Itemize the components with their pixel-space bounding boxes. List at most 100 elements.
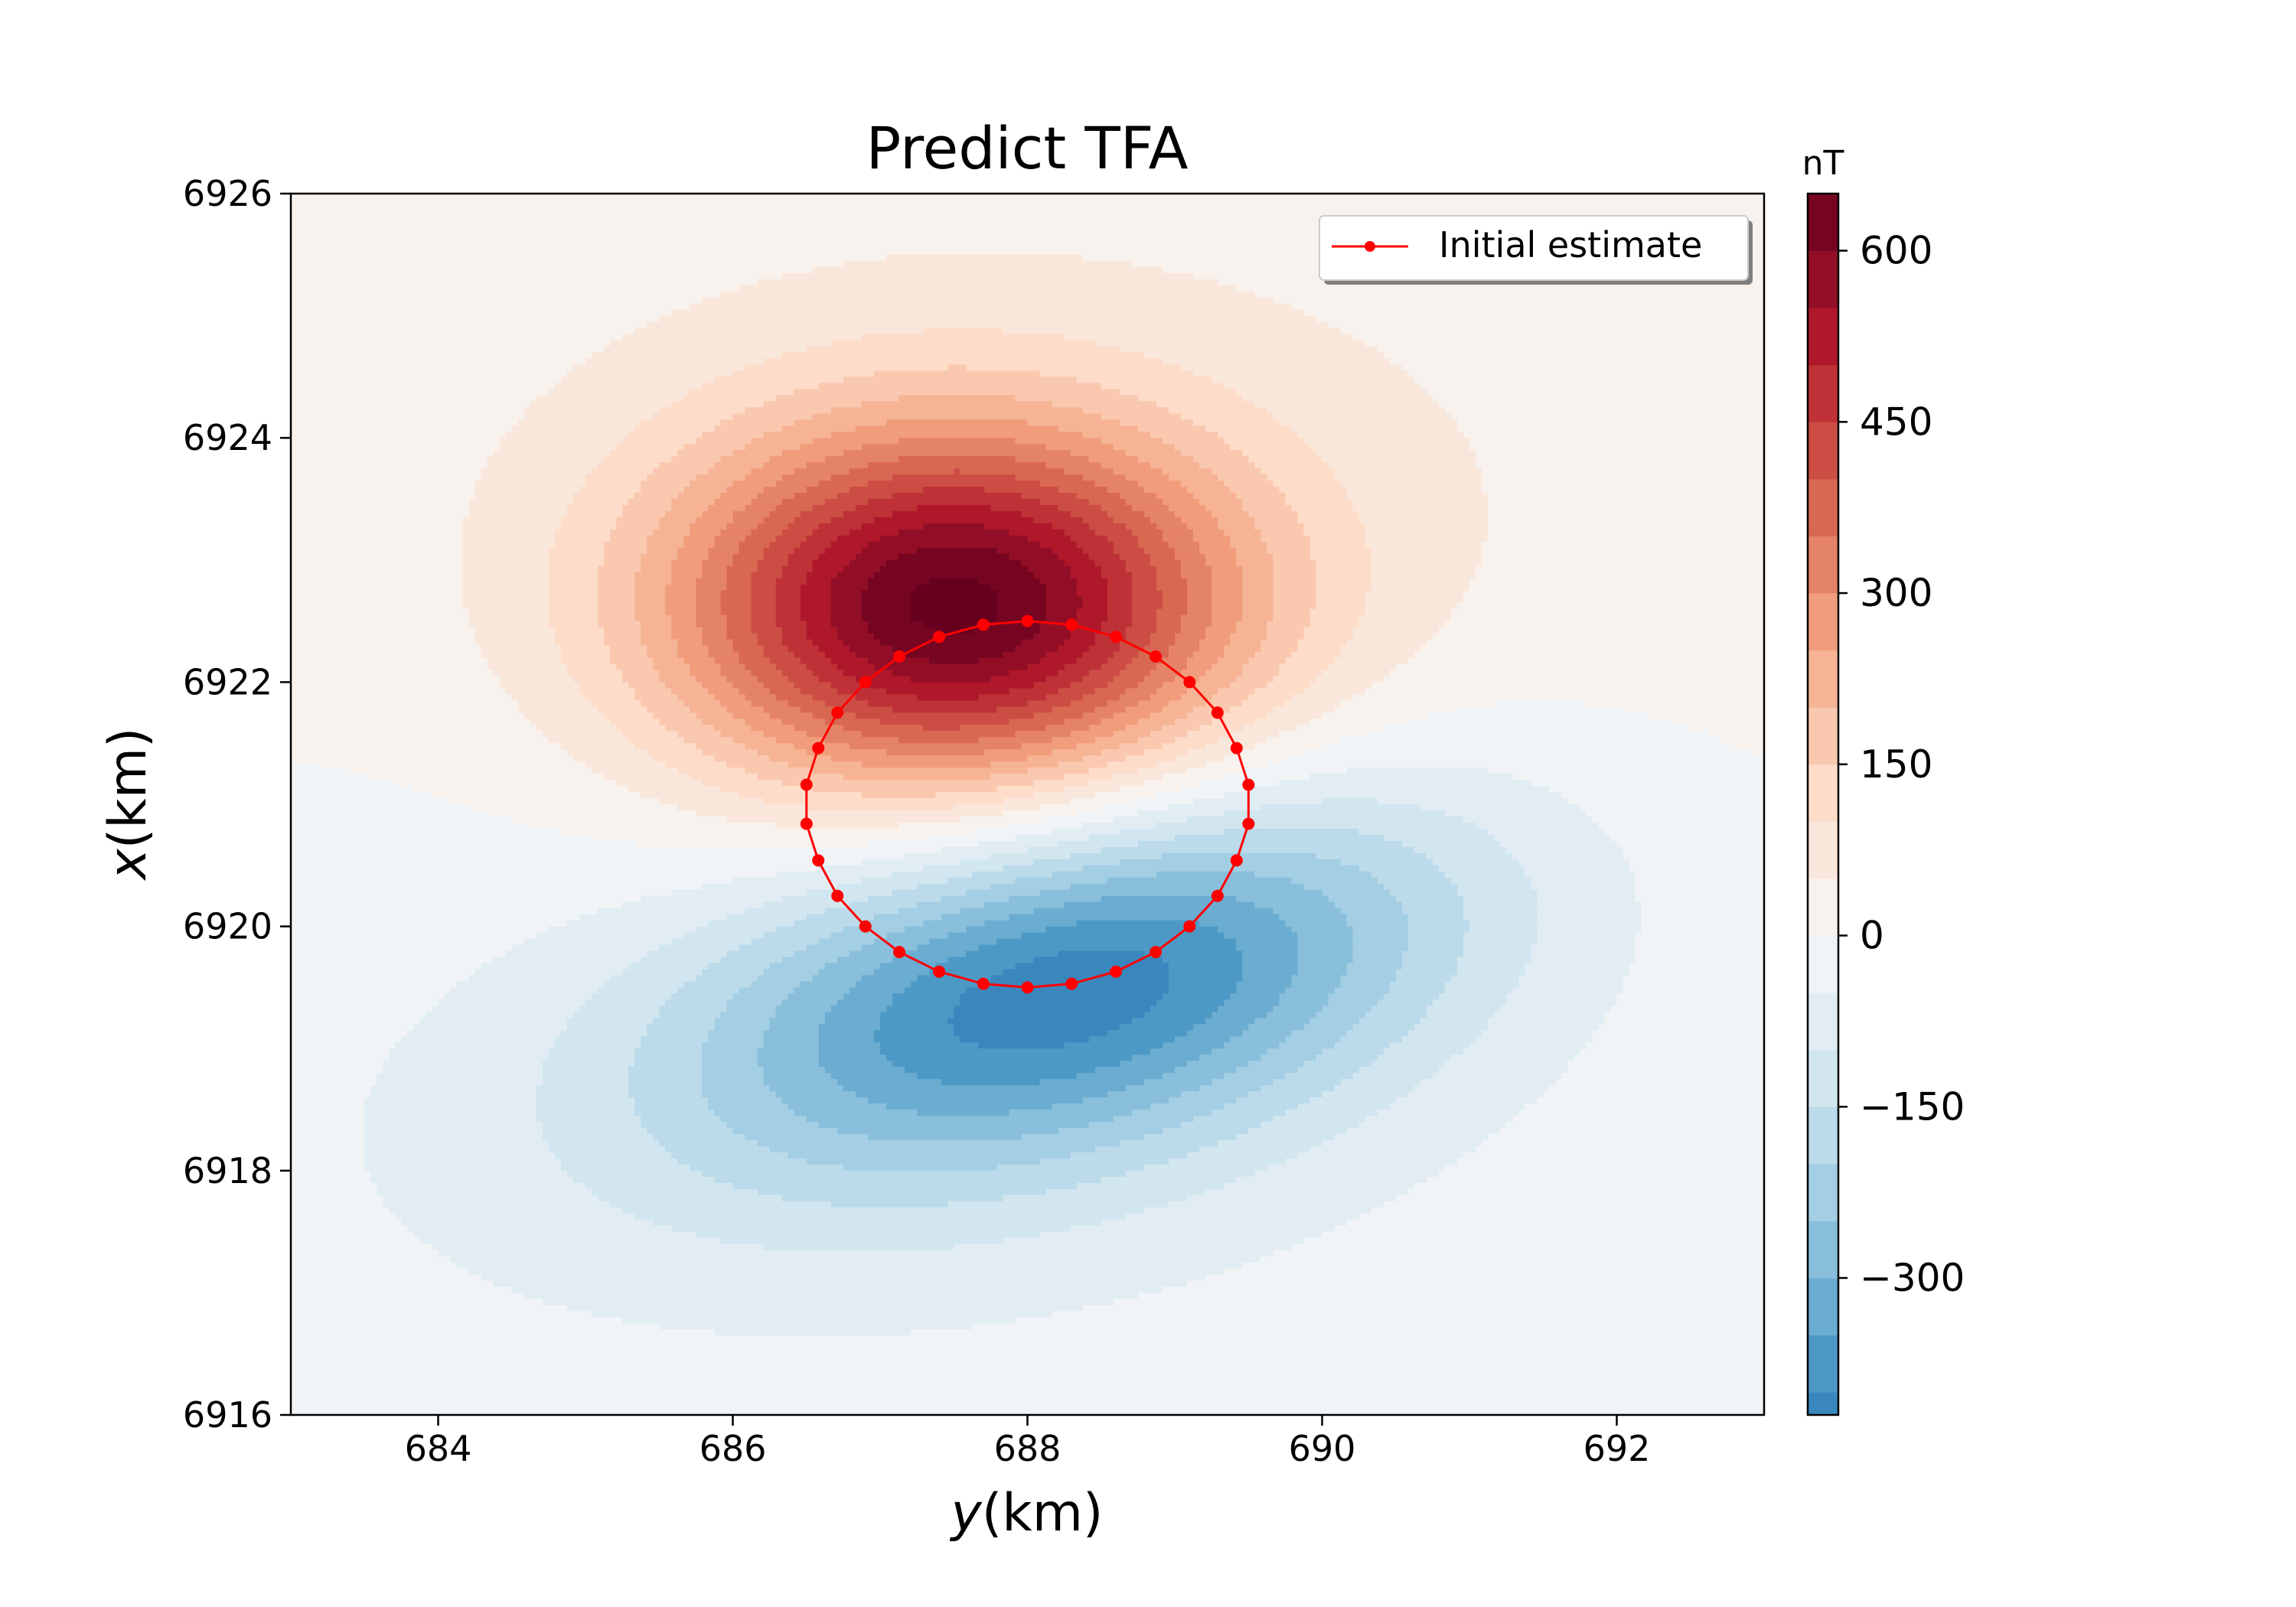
contour-cell <box>1101 846 1415 854</box>
contour-cell <box>1420 1018 1489 1025</box>
contour-cell <box>677 493 722 500</box>
contour-cell <box>1143 547 1176 555</box>
contour-cell <box>291 1176 371 1184</box>
contour-cell <box>1371 1006 1427 1012</box>
contour-cell <box>634 1213 1127 1221</box>
contour-cell <box>720 608 752 616</box>
contour-cell <box>696 596 722 604</box>
contour-cell <box>1107 590 1133 598</box>
contour-cell <box>1525 871 1636 878</box>
contour-cell <box>1346 1127 1501 1135</box>
contour-cell <box>364 1164 562 1172</box>
contour-cell <box>886 688 1010 695</box>
contour-cell <box>1224 651 1255 659</box>
contour-cell <box>726 950 795 958</box>
contour-cell <box>696 676 728 683</box>
contour-cell <box>1279 999 1329 1006</box>
contour-cell <box>1218 737 1267 744</box>
contour-cell <box>291 774 371 781</box>
contour-cell <box>1175 1036 1231 1043</box>
contour-cell <box>1291 877 1378 885</box>
contour-cell <box>1212 572 1243 579</box>
initial-estimate-point <box>977 977 990 990</box>
contour-cell <box>1039 627 1071 634</box>
contour-cell <box>1125 706 1163 713</box>
contour-cell <box>788 523 820 530</box>
contour-cell <box>1205 559 1237 567</box>
contour-cell <box>923 328 1004 335</box>
contour-cell <box>1003 1195 1188 1202</box>
contour-cell <box>702 682 734 689</box>
contour-cell <box>1401 364 1764 372</box>
contour-cell <box>659 1006 728 1012</box>
contour-cell <box>781 895 869 903</box>
contour-cell <box>941 846 1029 854</box>
contour-cell <box>1512 987 1624 994</box>
contour-cell <box>1199 541 1231 549</box>
contour-cell <box>696 926 777 934</box>
contour-cell <box>1052 749 1102 756</box>
contour-cell <box>1236 1133 1336 1141</box>
contour-cell <box>511 425 635 432</box>
contour-cell <box>769 1024 820 1031</box>
contour-cell <box>1303 749 1753 756</box>
contour-cell <box>1456 419 1764 426</box>
contour-cell <box>291 852 905 860</box>
contour-cell <box>996 706 1053 713</box>
contour-cell <box>1218 279 1764 286</box>
contour-cell <box>647 1127 734 1135</box>
contour-cell <box>1340 645 1421 653</box>
contour-cell <box>291 438 501 445</box>
contour-cell <box>763 487 807 494</box>
contour-cell <box>696 474 746 481</box>
contour-cell <box>1168 975 1243 983</box>
contour-cell <box>984 901 1065 909</box>
contour-cell <box>517 706 598 713</box>
contour-cell <box>708 963 771 970</box>
contour-cell <box>830 608 863 616</box>
contour-cell <box>1242 768 1348 774</box>
contour-cell <box>1094 340 1366 347</box>
contour-cell <box>291 285 740 292</box>
contour-cell <box>1175 639 1200 647</box>
contour-cell <box>291 608 470 616</box>
contour-cell <box>1218 926 1292 934</box>
contour-cell <box>364 1121 543 1129</box>
contour-cell <box>291 1146 365 1153</box>
contour-cell <box>1273 578 1317 585</box>
contour-cell <box>1162 774 1225 781</box>
contour-cell <box>475 627 556 634</box>
contour-cell <box>1021 743 1078 750</box>
contour-cell <box>659 670 690 677</box>
contour-cell <box>1352 1073 1433 1080</box>
contour-cell <box>1082 651 1114 659</box>
contour-cell <box>1537 920 1642 927</box>
contour-cell <box>720 529 752 536</box>
contour-cell <box>1476 572 1764 579</box>
contour-cell <box>1212 719 1255 725</box>
contour-cell <box>763 969 820 976</box>
y-tick-label: 6916 <box>183 1394 272 1436</box>
contour-cell <box>1407 944 1464 952</box>
contour-cell <box>1027 663 1065 671</box>
contour-cell <box>873 1036 960 1043</box>
contour-cell <box>1162 468 1212 475</box>
contour-cell <box>1476 822 1600 830</box>
contour-cell <box>1070 883 1305 891</box>
contour-cell <box>1218 1006 1274 1012</box>
contour-cell <box>634 608 666 616</box>
contour-cell <box>1181 364 1403 372</box>
contour-cell <box>1273 676 1317 683</box>
contour-cell <box>929 657 979 665</box>
contour-cell <box>923 920 985 927</box>
contour-cell <box>788 1103 887 1110</box>
contour-cell <box>1242 975 1292 983</box>
contour-cell <box>830 474 893 481</box>
contour-cell <box>751 627 783 634</box>
contour-cell <box>683 535 716 543</box>
contour-cell <box>1401 950 1464 958</box>
contour-cell <box>781 627 807 634</box>
contour-cell <box>794 468 850 475</box>
contour-cell <box>702 566 728 573</box>
contour-cell <box>1610 1006 1764 1012</box>
